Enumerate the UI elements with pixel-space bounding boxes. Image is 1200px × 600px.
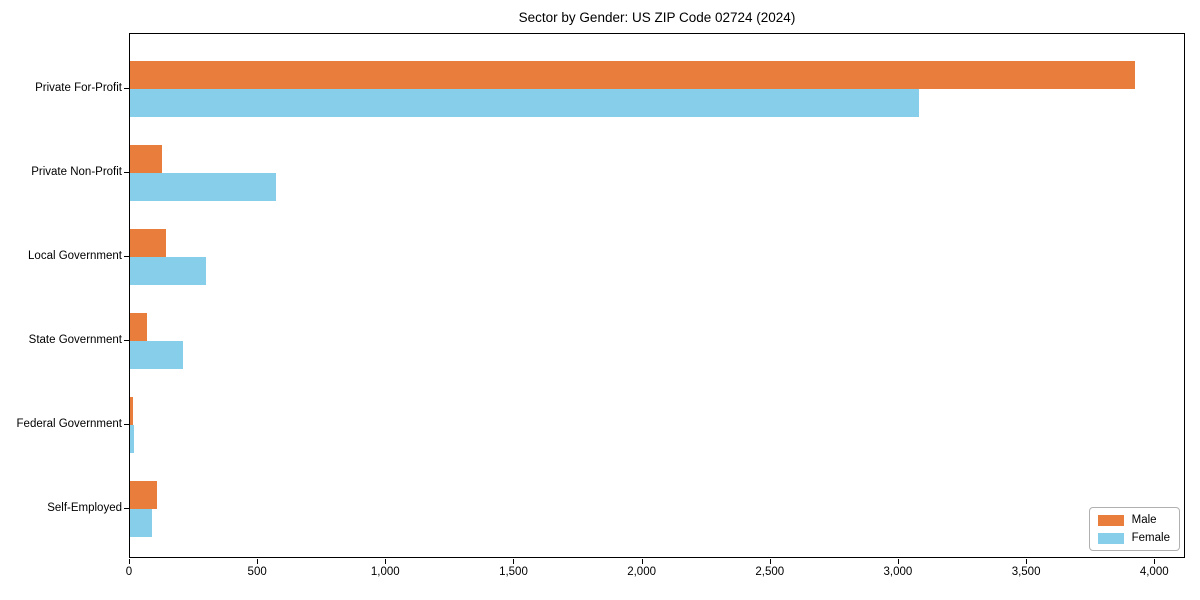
chart-title: Sector by Gender: US ZIP Code 02724 (202… xyxy=(518,10,796,25)
x-tick-label: 4,000 xyxy=(1139,566,1169,578)
bar-male-5 xyxy=(130,481,158,509)
y-axis-label: Private For-Profit xyxy=(35,82,122,94)
bar-female-2 xyxy=(130,257,206,285)
legend-item-female: Female xyxy=(1097,532,1170,544)
legend-label: Female xyxy=(1131,532,1170,544)
bar-male-1 xyxy=(130,145,163,173)
x-tick-mark xyxy=(385,559,387,564)
x-tick-label: 1,500 xyxy=(499,566,528,578)
bar-male-0 xyxy=(130,61,1135,89)
x-tick-mark xyxy=(641,559,643,564)
y-tick-mark xyxy=(124,340,129,341)
bar-female-1 xyxy=(130,173,277,201)
x-tick-label: 2,000 xyxy=(627,566,656,578)
x-tick-label: 3,000 xyxy=(883,566,913,578)
bar-male-2 xyxy=(130,229,166,257)
y-axis-label: Private Non-Profit xyxy=(31,166,122,178)
legend-swatch-icon xyxy=(1097,532,1124,544)
y-tick-mark xyxy=(124,424,129,425)
bar-female-4 xyxy=(130,425,134,453)
bar-female-0 xyxy=(130,89,920,117)
x-tick-mark xyxy=(1154,559,1156,564)
x-tick-label: 1,000 xyxy=(370,566,400,578)
legend-label: Male xyxy=(1131,514,1157,526)
x-tick-label: 0 xyxy=(125,566,133,578)
x-tick-mark xyxy=(1026,559,1028,564)
y-axis-label: Federal Government xyxy=(16,418,122,430)
y-tick-mark xyxy=(124,256,129,257)
legend-item-male: Male xyxy=(1097,514,1170,526)
x-tick-mark xyxy=(129,559,130,564)
y-tick-mark xyxy=(124,88,129,89)
y-axis-label: Local Government xyxy=(28,250,122,262)
bar-female-3 xyxy=(130,341,183,369)
y-axis-label: State Government xyxy=(28,334,122,346)
legend-swatch-icon xyxy=(1097,514,1124,526)
y-axis-label: Self-Employed xyxy=(47,502,122,514)
bar-male-4 xyxy=(130,397,133,425)
x-tick-mark xyxy=(257,559,259,564)
legend: Male Female xyxy=(1088,507,1180,551)
x-tick-mark xyxy=(513,559,515,564)
plot-area: Male Female xyxy=(129,33,1185,558)
y-tick-mark xyxy=(124,172,129,173)
x-tick-label: 2,500 xyxy=(755,566,785,578)
x-tick-mark xyxy=(897,559,899,564)
bar-male-3 xyxy=(130,313,148,341)
y-tick-mark xyxy=(124,508,129,509)
bar-female-5 xyxy=(130,509,153,537)
x-tick-mark xyxy=(769,559,771,564)
x-tick-label: 500 xyxy=(247,566,267,578)
x-tick-label: 3,500 xyxy=(1011,566,1041,578)
